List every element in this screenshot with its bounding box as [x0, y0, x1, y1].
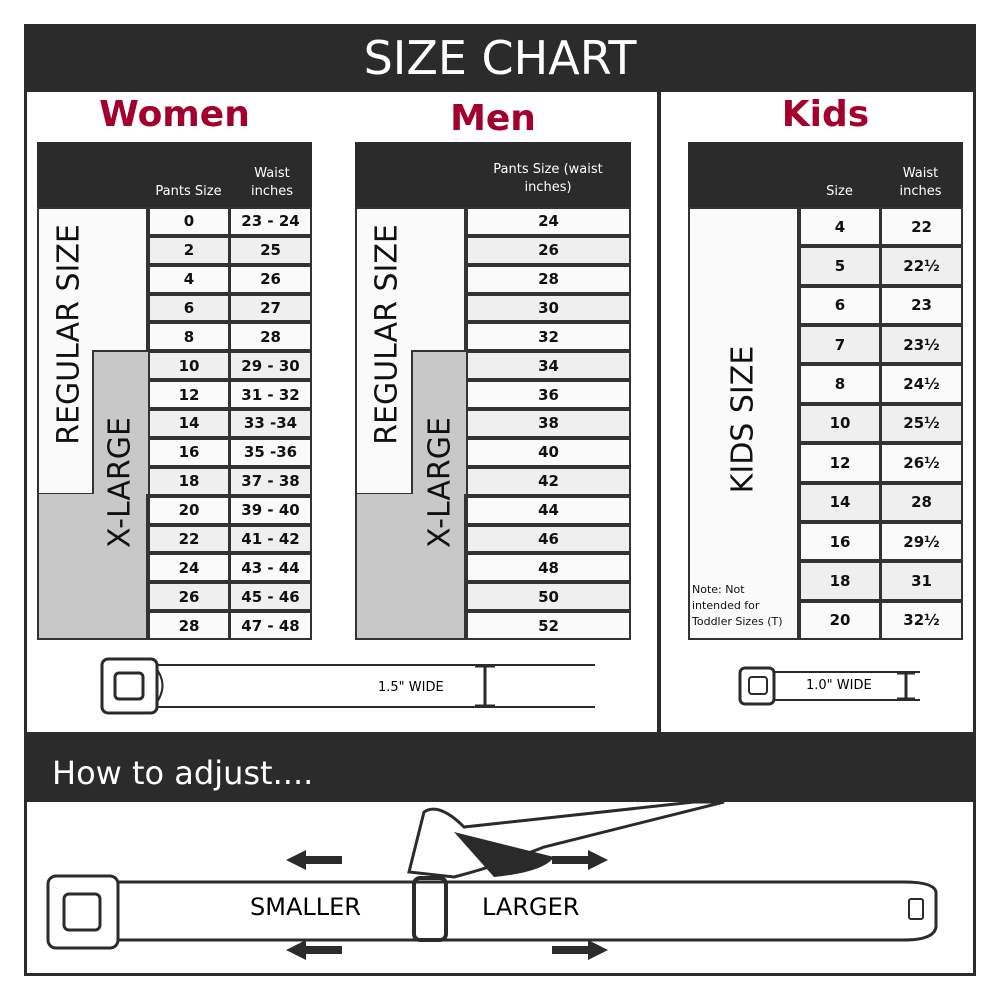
arrows — [286, 850, 608, 960]
men-waist-cell: 24 — [466, 207, 631, 236]
men-waist-cell: 44 — [466, 495, 631, 525]
kids-table-header: Size Waist inches — [688, 142, 963, 207]
kids-waist-cell: 23½ — [880, 325, 963, 365]
women-xl-block — [92, 350, 148, 496]
women-size-cell: 14 — [148, 409, 230, 438]
kids-size-cell: 16 — [799, 521, 881, 562]
men-waist-cell: 26 — [466, 235, 631, 265]
women-size-cell: 6 — [148, 293, 230, 323]
kids-size-cell: 8 — [799, 364, 881, 404]
kids-size-cell: 7 — [799, 325, 881, 365]
women-waist-cell: 41 - 42 — [229, 524, 312, 554]
women-col-waist: Waist inches — [250, 166, 293, 199]
women-waist-cell: 31 - 32 — [229, 380, 312, 410]
women-waist-cell: 25 — [229, 235, 312, 265]
men-waist-cell: 48 — [466, 553, 631, 583]
men-waist-cell: 34 — [466, 351, 631, 381]
kids-waist-cell: 23 — [880, 285, 963, 326]
kids-waist-cell: 26½ — [880, 443, 963, 483]
women-size-cell: 24 — [148, 553, 230, 583]
women-waist-cell: 35 -36 — [229, 437, 312, 467]
kids-note: Note: Not intended for Toddler Sizes (T) — [692, 583, 783, 628]
women-waist-cell: 47 - 48 — [229, 611, 312, 640]
men-waist-cell: 42 — [466, 466, 631, 496]
kids-size-cell: 4 — [799, 207, 881, 247]
men-waist-cell: 32 — [466, 322, 631, 352]
adjust-illustration — [46, 802, 938, 960]
women-size-cell: 8 — [148, 322, 230, 352]
women-waist-cell: 28 — [229, 322, 312, 352]
men-table-header: Pants Size (waist inches) — [355, 142, 631, 207]
women-size-cell: 0 — [148, 207, 230, 236]
kids-size-cell: 6 — [799, 285, 881, 326]
women-size-cell: 12 — [148, 380, 230, 410]
belt-icon-women — [100, 657, 595, 715]
women-xl-label: X-LARGE — [102, 417, 138, 548]
smaller-label: SMALLER — [250, 893, 361, 921]
women-size-cell: 18 — [148, 466, 230, 496]
men-col-size: Pants Size (waist inches) — [493, 162, 603, 195]
women-waist-cell: 39 - 40 — [229, 495, 312, 525]
women-size-cell: 20 — [148, 495, 230, 525]
kids-size-cell: 10 — [799, 403, 881, 444]
kids-size-cell: 12 — [799, 443, 881, 483]
men-waist-cell: 28 — [466, 264, 631, 294]
kids-size-cell: 14 — [799, 482, 881, 522]
adjust-heading: How to adjust.... — [24, 732, 976, 802]
kids-belt-width: 1.0" WIDE — [806, 678, 872, 693]
larger-label: LARGER — [482, 893, 580, 921]
men-waist-cell: 36 — [466, 380, 631, 410]
women-table-header: Pants Size Waist inches — [37, 142, 312, 207]
women-size-cell: 10 — [148, 351, 230, 381]
men-heading: Men — [450, 98, 536, 139]
men-waist-cell: 30 — [466, 293, 631, 323]
men-xl-label: X-LARGE — [422, 417, 458, 548]
kids-waist-cell: 29½ — [880, 521, 963, 562]
women-size-cell: 28 — [148, 611, 230, 640]
kids-waist-cell: 25½ — [880, 403, 963, 444]
men-waist-cell: 52 — [466, 611, 631, 640]
kids-waist-cell: 22½ — [880, 246, 963, 286]
kids-waist-cell: 31 — [880, 561, 963, 601]
divider — [657, 92, 661, 732]
page-title: SIZE CHART — [24, 24, 976, 92]
men-waist-cell: 40 — [466, 437, 631, 467]
kids-size-cell: 18 — [799, 561, 881, 601]
kids-size-cell: 20 — [799, 600, 881, 640]
women-regular-label: REGULAR SIZE — [51, 224, 87, 445]
kids-waist-cell: 22 — [880, 207, 963, 247]
men-xl-block — [411, 350, 466, 496]
women-col-size: Pants Size — [155, 184, 222, 199]
kids-col-waist: Waist inches — [899, 166, 942, 199]
men-waist-cell: 38 — [466, 409, 631, 438]
women-size-cell: 4 — [148, 264, 230, 294]
kids-waist-cell: 24½ — [880, 364, 963, 404]
kids-col-size: Size — [826, 184, 853, 199]
men-waist-cell: 46 — [466, 524, 631, 554]
women-size-cell: 22 — [148, 524, 230, 554]
belt-icon-kids — [738, 666, 920, 706]
women-waist-cell: 23 - 24 — [229, 207, 312, 236]
women-heading: Women — [99, 94, 250, 135]
women-waist-cell: 26 — [229, 264, 312, 294]
women-waist-cell: 37 - 38 — [229, 466, 312, 496]
women-size-cell: 26 — [148, 582, 230, 612]
men-regular-label: REGULAR SIZE — [369, 224, 405, 445]
kids-size-label: KIDS SIZE — [725, 345, 761, 494]
women-size-cell: 2 — [148, 235, 230, 265]
women-waist-cell: 33 -34 — [229, 409, 312, 438]
women-belt-width: 1.5" WIDE — [378, 680, 444, 695]
kids-size-cell: 5 — [799, 246, 881, 286]
kids-heading: Kids — [781, 94, 870, 135]
women-waist-cell: 45 - 46 — [229, 582, 312, 612]
kids-waist-cell: 32½ — [880, 600, 963, 640]
kids-block — [688, 207, 799, 640]
men-waist-cell: 50 — [466, 582, 631, 612]
women-waist-cell: 27 — [229, 293, 312, 323]
women-size-cell: 16 — [148, 437, 230, 467]
women-waist-cell: 43 - 44 — [229, 553, 312, 583]
kids-waist-cell: 28 — [880, 482, 963, 522]
women-waist-cell: 29 - 30 — [229, 351, 312, 381]
